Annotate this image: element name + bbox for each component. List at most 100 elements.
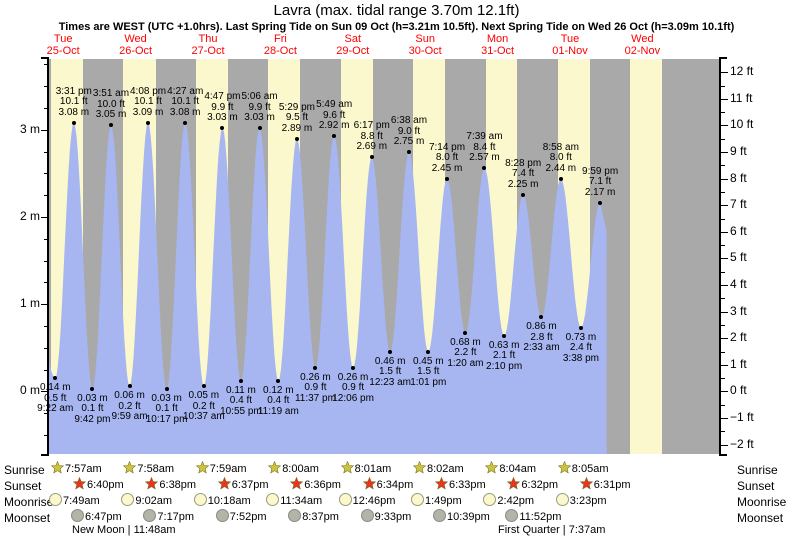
y-axis-label-left: 3 m (19, 121, 40, 136)
moonset-entry-3: 7:52pm (215, 509, 267, 525)
tide-label-line2: 8.0 ft (549, 152, 572, 164)
sunrise-entry-time: 8:02am (427, 463, 464, 475)
y-axis-label-right: 9 ft (730, 144, 747, 159)
tide-label-line2: 10.1 ft (171, 96, 200, 108)
tide-curve (48, 122, 607, 454)
moonrise-entry-5: 12:46pm (338, 493, 395, 509)
tide-label-line1: 0.68 m (450, 336, 481, 348)
tide-label-line2: 7.4 ft (512, 168, 535, 180)
tide-label-line2: 0.9 ft (304, 382, 327, 394)
moon-phase-name: New Moon (72, 524, 125, 536)
moonset-entry-time: 7:17pm (157, 511, 195, 523)
tide-label-line3: 2.92 m (318, 120, 350, 132)
tide-label-line1: 0.12 m (263, 384, 294, 396)
tide-label-line2: 0.2 ft (192, 400, 215, 412)
tide-label-high: 5:49 am 9.6 ft 2.92 m (294, 100, 374, 132)
day-header-27-oct: Thu 27-Oct (172, 33, 244, 57)
moonrise-icon (411, 493, 424, 506)
y-axis-label-right: 0 ft (730, 383, 747, 398)
sunset-entry-1: 6:40pm (72, 476, 124, 493)
tide-label-high: 6:17 pm 8.8 ft 2.69 m (332, 121, 412, 153)
y-axis-label-right: 4 ft (730, 277, 747, 292)
tide-label-low: 0.68 m 2.2 ft 1:20 am (425, 336, 505, 370)
y-axis-right (719, 59, 721, 456)
y-tick-minor-left (44, 282, 48, 284)
day-header-date: 31-Oct (481, 45, 515, 57)
tide-label-low: 0.11 m 0.4 ft 10:55 pm (201, 384, 281, 418)
sunset-entry-8: 6:31pm (579, 476, 631, 493)
tide-label-line3: 2.17 m (584, 186, 616, 198)
sunrise-entry-time: 8:04am (499, 463, 537, 475)
page-title: Lavra (max. tidal range 3.70m 12.1ft) (273, 2, 520, 19)
moonset-entry-1: 6:47pm (71, 509, 122, 525)
moonrise-icon (555, 493, 569, 506)
tide-label-line3: 2.75 m (393, 136, 425, 148)
y-tick-minor-left (44, 64, 48, 66)
day-header-29-oct: Sat 29-Oct (317, 33, 389, 57)
moonset-icon (505, 509, 519, 522)
y-axis-label-right: 11 ft (730, 90, 753, 105)
tide-point-high (332, 134, 337, 139)
sunset-entry-7: 6:32pm (507, 476, 558, 493)
moonset-row-label-left: Moonset (4, 511, 51, 525)
tide-label-high: 4:27 am 10.1 ft 3.08 m (145, 86, 225, 119)
tide-label-line3: 1:01 pm (410, 376, 447, 388)
moonrise-icon (483, 493, 497, 506)
tide-label-line1: 0.46 m (374, 355, 406, 367)
tide-label-line2: 8.4 ft (473, 141, 496, 153)
y-tick-minor-right (721, 351, 725, 353)
tide-label-line1: 0.11 m (226, 384, 256, 396)
y-tick-major-right (721, 258, 728, 260)
tide-label-line1: 0.73 m (565, 331, 597, 343)
y-axis-label-right: −2 ft (730, 436, 754, 451)
tide-label-line3: 11:37 pm (294, 392, 336, 404)
y-axis-label-right: 1 ft (730, 356, 747, 371)
tide-label-line3: 3.03 m (244, 112, 275, 124)
tide-point-high (71, 120, 76, 125)
sunrise-entry-5: 8:01am (340, 460, 391, 477)
sunrise-entry-7: 8:04am (485, 460, 537, 477)
tide-label-line3: 2.44 m (545, 162, 577, 174)
y-tick-major-right (721, 178, 728, 180)
day-header-date: 28-Oct (263, 45, 297, 57)
y-tick-major-right (721, 205, 728, 207)
y-tick-minor-left (44, 151, 48, 153)
tide-label-line2: 0.5 ft (44, 392, 67, 404)
tide-label-line3: 9:22 am (37, 403, 74, 415)
tide-label-line3: 10:55 pm (220, 405, 262, 417)
tide-label-low: 0.12 m 0.4 ft 11:19 am (238, 384, 318, 418)
tide-point-low (426, 349, 431, 354)
y-tick-minor-right (721, 85, 725, 87)
moon-phase-note-1: New Moon | 11:48am (72, 524, 176, 536)
moon-phase-separator: | (124, 524, 134, 536)
y-tick-minor-right (721, 191, 725, 193)
tide-point-high (407, 150, 411, 155)
y-tick-minor-left (44, 238, 48, 240)
day-header-name: Mon (486, 33, 509, 45)
moonset-entry-time: 6:47pm (85, 511, 122, 523)
y-axis-label-left: 2 m (19, 208, 40, 223)
tide-label-line3: 2.69 m (356, 141, 388, 153)
tide-label-low: 0.46 m 1.5 ft 12:23 am (350, 355, 430, 389)
tide-label-line1: 9:59 pm (582, 165, 619, 177)
y-tick-major-right (721, 285, 728, 287)
y-axis-label-right: 3 ft (730, 303, 747, 318)
y-tick-minor-left (44, 86, 48, 88)
tide-label-high: 9:59 pm 7.1 ft 2.17 m (560, 165, 640, 199)
day-header-name: Thu (198, 33, 218, 45)
tide-label-low: 0.06 m 0.2 ft 9:59 am (90, 391, 170, 423)
tide-label-line3: 9:42 pm (74, 413, 111, 425)
day-header-name: Sun (415, 33, 435, 45)
day-header-date: 02-Nov (624, 45, 661, 57)
day-header-name: Wed (124, 33, 147, 45)
tide-point-high (183, 120, 188, 125)
sunset-entry-2: 6:38pm (145, 476, 196, 493)
tide-label-line2: 1.5 ft (417, 366, 440, 378)
y-axis-label-right: 7 ft (730, 197, 747, 212)
tide-point-high (294, 136, 299, 141)
tide-point-high (598, 200, 603, 205)
tide-label-line2: 7.1 ft (588, 176, 612, 188)
tide-label-line1: 0.86 m (526, 321, 557, 332)
y-tick-minor-right (721, 112, 725, 114)
sunset-entry-time: 6:33pm (449, 479, 486, 491)
